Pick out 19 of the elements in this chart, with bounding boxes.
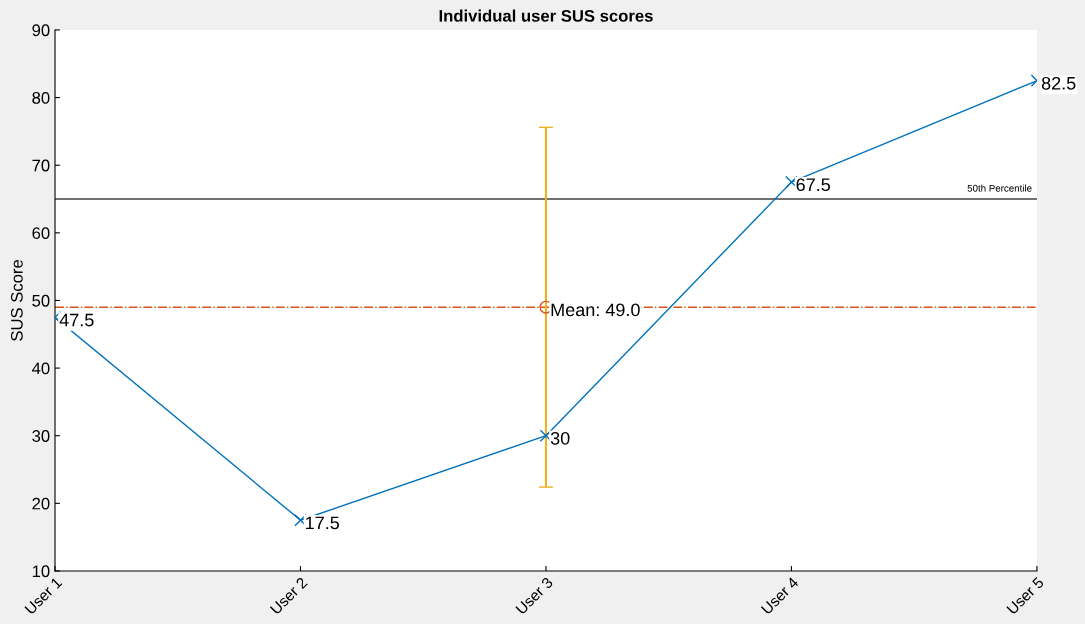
- data-label: Mean: 49.0: [551, 303, 640, 317]
- y-tick-label: 10: [32, 565, 50, 578]
- y-tick-label: 50: [32, 294, 50, 307]
- y-tick-label: 40: [31, 362, 50, 375]
- data-label: 82.5: [1041, 76, 1076, 90]
- chart-title: Individual user SUS scores: [439, 9, 653, 22]
- data-label: 67.5: [796, 178, 830, 192]
- y-tick-label: 70: [32, 159, 50, 172]
- point: [294, 513, 307, 527]
- y-tick-label: 60: [32, 227, 50, 240]
- y-axis-title: SUS Score: [10, 259, 23, 341]
- data-label: 30: [550, 431, 570, 445]
- y-tick-label: 30: [32, 430, 50, 442]
- data-label: 47.5: [59, 313, 94, 327]
- y-tick-label: 20: [32, 497, 50, 510]
- data-label: 17.5: [306, 516, 340, 530]
- y-tick-label: 90: [32, 24, 50, 37]
- ref-line-label: 50th Percentile: [967, 184, 1032, 192]
- y-tick-label: 80: [32, 91, 50, 104]
